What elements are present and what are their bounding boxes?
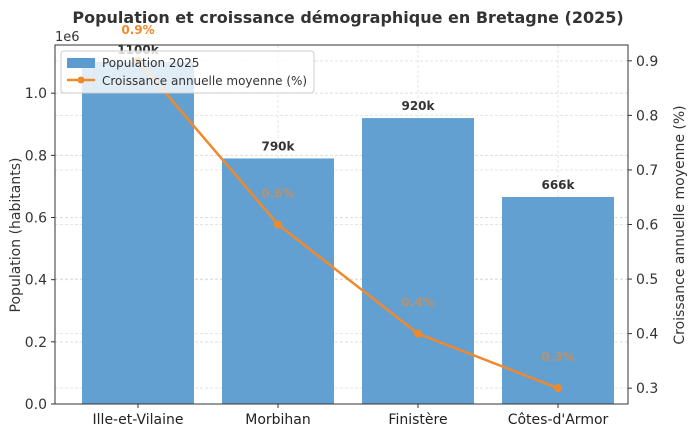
y-tick-label: 0.0 — [25, 397, 47, 413]
bar — [82, 62, 194, 404]
y-right-tick-label: 0.3 — [636, 381, 658, 397]
x-tick-label: Côtes-d'Armor — [508, 412, 609, 428]
legend-label-growth: Croissance annuelle moyenne (%) — [102, 74, 307, 88]
bar — [502, 196, 614, 404]
chart-title: Population et croissance démographique e… — [72, 8, 623, 27]
y-right-tick-label: 0.8 — [636, 108, 658, 124]
x-tick-label: Finistère — [388, 412, 447, 428]
growth-label: 0.9% — [121, 23, 154, 37]
growth-point — [554, 384, 562, 393]
y-tick-label: 1.0 — [25, 86, 47, 102]
y-tick-label: 0.6 — [25, 211, 47, 227]
legend-label-population: Population 2025 — [102, 56, 199, 70]
y-right-tick-label: 0.6 — [636, 218, 658, 234]
bar — [222, 158, 334, 404]
growth-line — [137, 60, 559, 390]
x-tick-label: Ille-et-Vilaine — [93, 412, 184, 428]
legend-swatch-bar — [67, 58, 95, 68]
y-tick-label: 0.8 — [25, 148, 47, 164]
bar-label: 920k — [401, 99, 435, 113]
y-right-tick-label: 0.9 — [636, 54, 658, 70]
y-right-tick-label: 0.4 — [636, 327, 658, 343]
growth-label: 0.3% — [541, 350, 574, 364]
y-right-tick-label: 0.7 — [636, 163, 658, 179]
legend-swatch-marker — [77, 76, 85, 84]
bar-label: 790k — [261, 139, 295, 153]
plot-frame — [54, 44, 629, 405]
legend-box — [60, 50, 315, 94]
growth-label: 0.4% — [401, 296, 434, 310]
growth-point — [414, 329, 422, 338]
y-tick-label: 0.4 — [25, 273, 47, 289]
y-axis-label: Population (habitants) — [8, 158, 24, 313]
growth-point — [274, 220, 282, 229]
bar-label: 666k — [541, 178, 575, 192]
y-axis-right-label: Croissance annuelle moyenne (%) — [672, 105, 688, 344]
y-right-tick-label: 0.5 — [636, 272, 658, 288]
bar — [362, 118, 474, 405]
y-tick-label: 0.2 — [25, 335, 47, 351]
x-tick-label: Morbihan — [245, 412, 311, 428]
growth-label: 0.6% — [261, 187, 294, 201]
y-offset-label: 1e6 — [55, 30, 80, 45]
